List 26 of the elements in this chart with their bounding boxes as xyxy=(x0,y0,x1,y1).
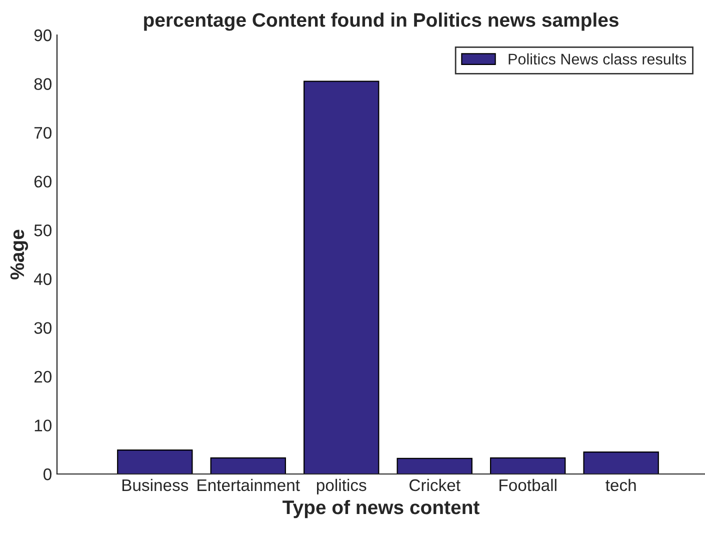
y-tick-label: 70 xyxy=(34,126,52,139)
x-tick-label: politics xyxy=(316,478,366,494)
y-tick-label: 10 xyxy=(34,420,52,432)
bar xyxy=(490,457,566,474)
y-tick-label: 90 xyxy=(34,29,52,42)
bar xyxy=(583,451,659,474)
y-tick-label: 50 xyxy=(34,224,52,236)
y-tick-label: 30 xyxy=(34,322,52,334)
legend-label: Politics News class results xyxy=(508,53,686,65)
bar xyxy=(396,458,472,474)
chart-title: percentage Content found in Politics news samples xyxy=(144,12,618,31)
y-tick-label: 80 xyxy=(34,78,52,90)
y-tick-label: 60 xyxy=(34,176,52,188)
y-tick-label: 20 xyxy=(34,370,52,383)
x-tick-label: Cricket xyxy=(410,478,460,492)
bar xyxy=(210,457,286,474)
x-tick-label: Business xyxy=(122,478,188,492)
x-axis-title: Type of news content xyxy=(282,500,480,518)
x-tick-label: Entertainment xyxy=(198,478,300,492)
x-tick-label: tech xyxy=(606,478,636,492)
y-axis-title: %age xyxy=(10,230,28,280)
bar xyxy=(304,80,380,474)
y-tick-label: 0 xyxy=(44,468,52,480)
bar xyxy=(117,450,193,474)
y-tick-label: 40 xyxy=(34,273,52,286)
x-tick-label: Football xyxy=(500,478,556,492)
